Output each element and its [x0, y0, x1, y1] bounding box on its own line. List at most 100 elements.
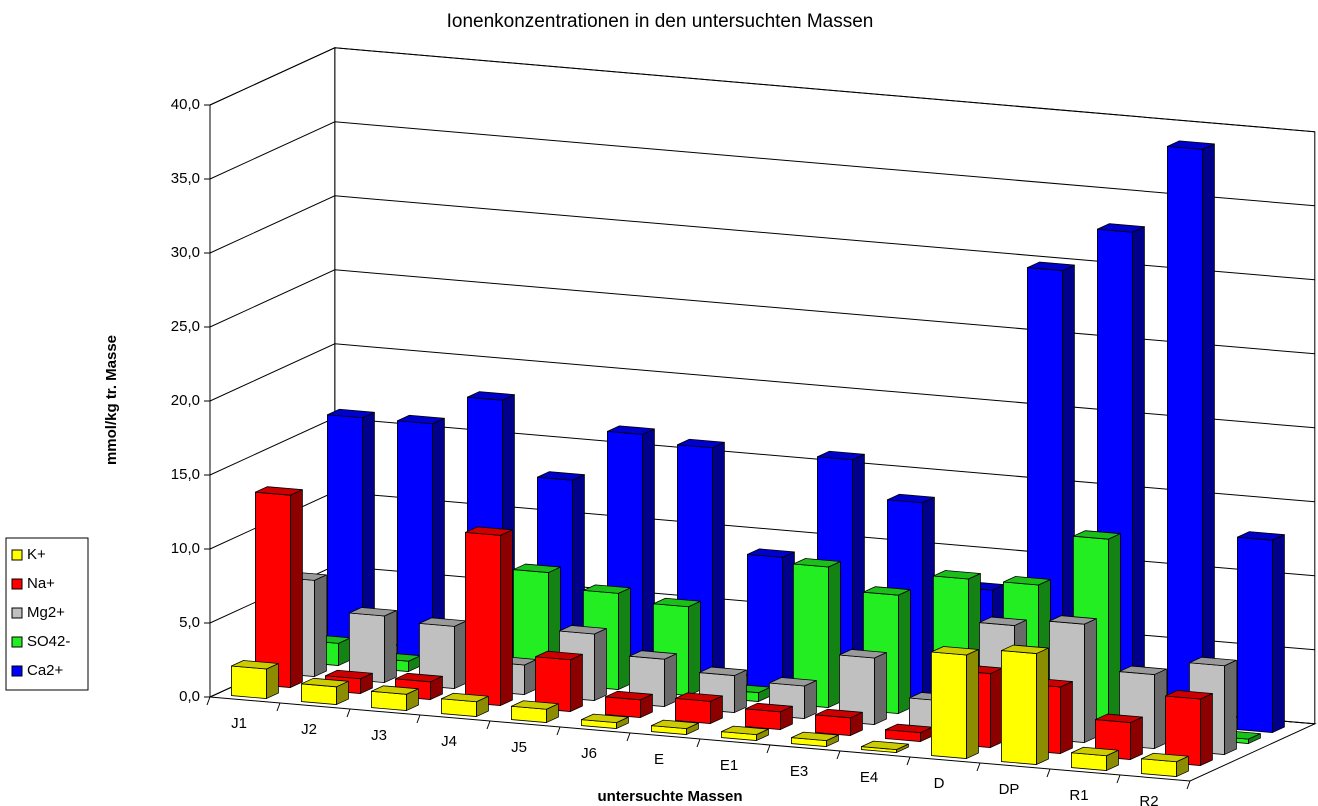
bar-side [990, 667, 1003, 748]
x-tick-label: J6 [581, 745, 597, 762]
y-tick-label: 25,0 [171, 318, 200, 335]
bar-front [675, 697, 711, 724]
bar-top [1095, 713, 1143, 723]
grid-line [209, 121, 1315, 207]
bar-top [607, 425, 655, 435]
bar-top [677, 438, 725, 449]
bar [861, 740, 909, 753]
bar-side [1132, 226, 1145, 721]
bar [605, 690, 653, 718]
legend-label: SO42- [27, 633, 70, 650]
x-tick [1186, 780, 1191, 790]
bar [793, 558, 841, 708]
x-tick [206, 696, 211, 706]
bar-top [653, 597, 701, 608]
bar-side [570, 653, 583, 712]
bar-front [464, 531, 501, 706]
bar [300, 677, 349, 705]
bar-top [1049, 615, 1097, 625]
bar [418, 617, 467, 689]
grid-line [209, 47, 1315, 133]
x-tick [906, 756, 911, 766]
bar-top [440, 692, 489, 703]
bar-side [804, 680, 817, 719]
bar-front [1001, 650, 1037, 765]
bar-top [396, 414, 445, 425]
x-tick [346, 708, 351, 718]
bar-top [1073, 530, 1121, 540]
x-tick [1046, 768, 1051, 778]
bar [651, 719, 699, 735]
bar [581, 713, 629, 729]
bar-top [1001, 644, 1049, 654]
y-axis-title: mmol/kg tr. Masse [103, 335, 120, 465]
x-tick [626, 732, 631, 742]
bar [254, 486, 303, 688]
bar-side [289, 489, 303, 688]
bar-front [605, 696, 641, 718]
legend-swatch [11, 578, 23, 590]
bar-side [383, 610, 397, 683]
bar-side [734, 669, 747, 713]
bar-top [769, 677, 817, 687]
legend-swatch [11, 607, 23, 619]
bar-top [581, 713, 629, 724]
legend: K+ Na+ Mg2+ SO42- Ca2+ [5, 537, 89, 691]
x-tick-label: DP [999, 781, 1020, 798]
bar-side [1060, 681, 1073, 754]
x-tick [276, 702, 281, 712]
bar-top [747, 548, 795, 558]
legend-swatch [11, 665, 23, 677]
bar-side [782, 551, 795, 691]
x-axis-title: untersuchte Massen [597, 788, 742, 805]
x-tick-label: J4 [441, 733, 457, 750]
y-tick-label: 5,0 [179, 614, 200, 631]
bar-top [537, 471, 585, 481]
bar [747, 548, 795, 691]
bar-top [326, 408, 375, 419]
grid-line [209, 343, 1315, 429]
bar-front [931, 651, 967, 759]
bar-side [1154, 668, 1167, 749]
bar-side [1202, 143, 1215, 727]
bar [1071, 746, 1119, 771]
x-tick-label: J5 [511, 739, 527, 756]
bar [1141, 752, 1189, 777]
bar-side [712, 441, 725, 685]
bar-top [1189, 656, 1237, 667]
bar-top [629, 650, 677, 660]
x-tick [836, 750, 841, 760]
bar-top [1119, 665, 1167, 675]
x-tick [696, 738, 701, 748]
bar-side [1108, 533, 1121, 732]
bar-side [524, 659, 537, 695]
x-tick-label: J2 [301, 721, 317, 738]
bar-top [861, 740, 909, 751]
bar-top [1141, 752, 1189, 763]
bar-top [1027, 261, 1075, 271]
bar-top [230, 660, 279, 670]
bar [1167, 140, 1215, 727]
bar-top [464, 526, 513, 536]
bar-top [559, 625, 607, 635]
bar-top [839, 649, 887, 659]
bar-side [1084, 618, 1097, 743]
grid-line [209, 195, 1315, 281]
bar [370, 685, 419, 711]
x-tick [976, 762, 981, 772]
bar-side [1200, 693, 1213, 766]
bar-side [1224, 659, 1237, 755]
bar [510, 700, 559, 723]
bar-side [265, 663, 279, 699]
bar-side [642, 428, 655, 679]
bar-top [931, 646, 979, 656]
bar-top [791, 731, 839, 742]
bar [348, 607, 397, 683]
bar-top [510, 700, 559, 710]
bar [885, 723, 933, 742]
grid-line [209, 269, 1315, 355]
bar-side [874, 652, 887, 725]
bar-top [675, 692, 723, 702]
